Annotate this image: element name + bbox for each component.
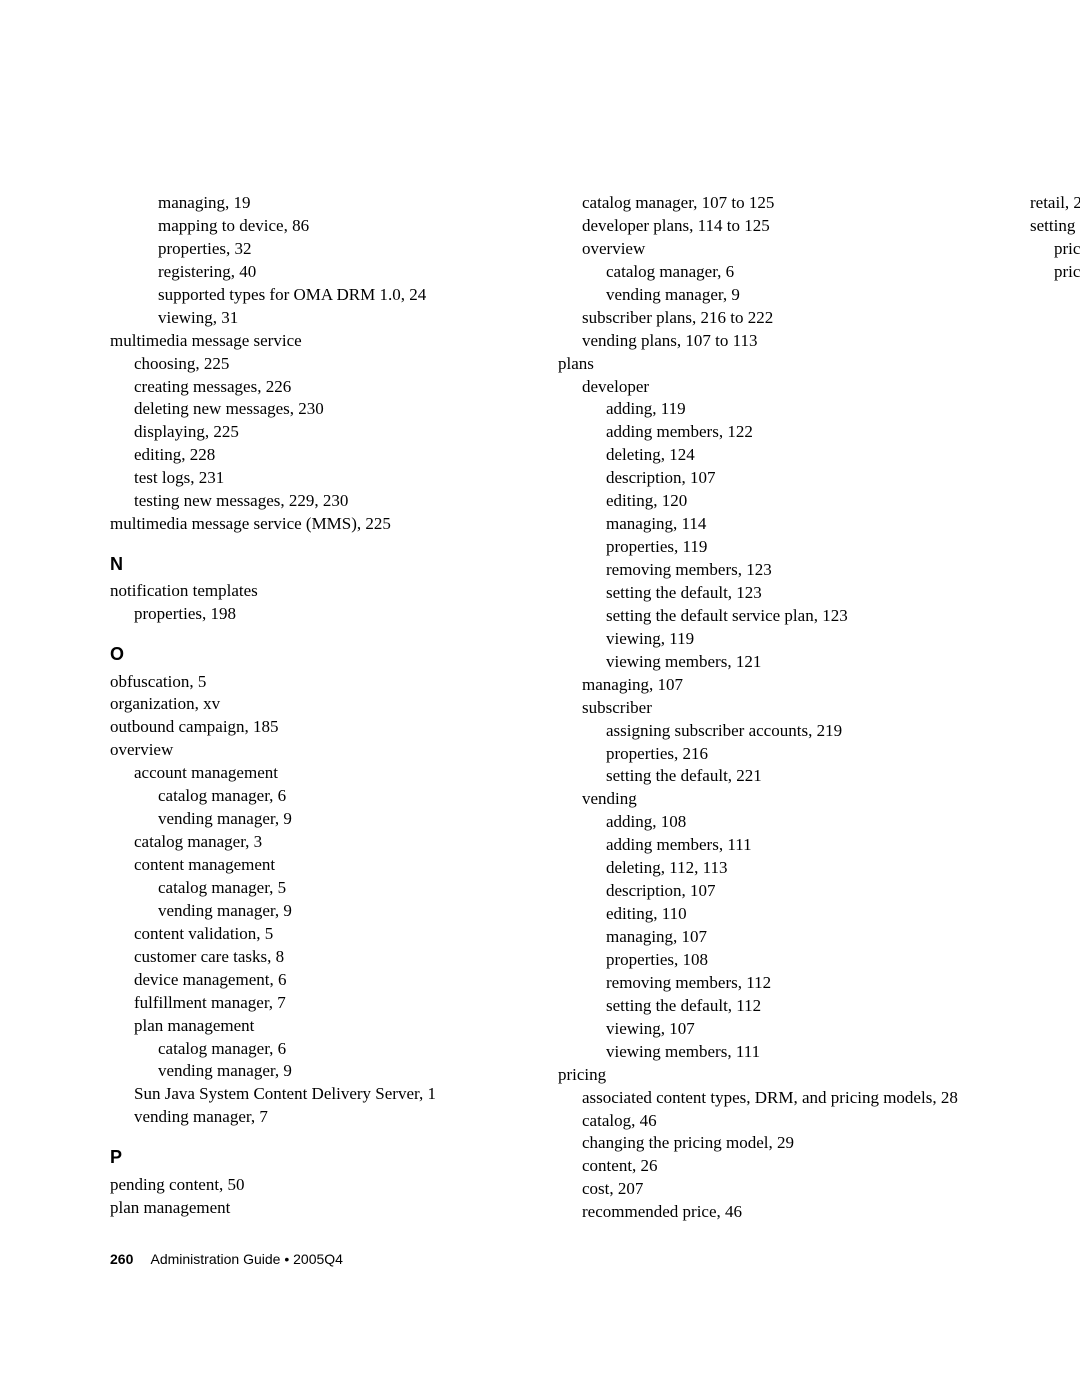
index-entry: editing, 110 — [558, 903, 970, 926]
index-entry: adding members, 111 — [558, 834, 970, 857]
index-entry: managing, 114 — [558, 513, 970, 536]
index-entry: description, 107 — [558, 467, 970, 490]
index-columns: managing, 19mapping to device, 86propert… — [110, 192, 970, 1228]
index-entry: setting the default, 221 — [558, 765, 970, 788]
index-entry: associated content types, DRM, and prici… — [558, 1087, 970, 1110]
index-entry: changing the pricing model, 29 — [558, 1132, 970, 1155]
index-entry: price per category for stocked content, … — [1006, 261, 1080, 284]
index-entry: viewing, 31 — [110, 307, 522, 330]
index-entry: obfuscation, 5 — [110, 671, 522, 694]
index-entry: content validation, 5 — [110, 923, 522, 946]
index-entry: vending — [558, 788, 970, 811]
index-entry: setting the default service plan, 123 — [558, 605, 970, 628]
index-entry: plan management — [110, 1197, 522, 1220]
index-entry: overview — [558, 238, 970, 261]
index-entry: deleting new messages, 230 — [110, 398, 522, 421]
index-entry: viewing members, 111 — [558, 1041, 970, 1064]
index-entry: properties, 108 — [558, 949, 970, 972]
index-entry: content, 26 — [558, 1155, 970, 1178]
index-entry: deleting, 124 — [558, 444, 970, 467]
index-entry: setting the default, 112 — [558, 995, 970, 1018]
index-entry: managing, 19 — [110, 192, 522, 215]
index-entry: setting the default, 123 — [558, 582, 970, 605]
index-entry: vending manager, 9 — [110, 808, 522, 831]
index-entry: vending manager, 9 — [110, 1060, 522, 1083]
index-section-heading: O — [110, 642, 522, 666]
index-entry: Sun Java System Content Delivery Server,… — [110, 1083, 522, 1106]
index-entry: creating messages, 226 — [110, 376, 522, 399]
index-entry: testing new messages, 229, 230 — [110, 490, 522, 513]
index-entry: vending manager, 9 — [110, 900, 522, 923]
index-section-heading: N — [110, 552, 522, 576]
index-entry: price per category for published content… — [1006, 238, 1080, 261]
index-entry: organization, xv — [110, 693, 522, 716]
index-entry: subscriber — [558, 697, 970, 720]
index-entry: catalog manager, 6 — [558, 261, 970, 284]
index-entry: setting — [1006, 215, 1080, 238]
index-entry: viewing, 119 — [558, 628, 970, 651]
index-section-heading: P — [110, 1145, 522, 1169]
index-entry: subscriber plans, 216 to 222 — [558, 307, 970, 330]
index-entry: catalog manager, 107 to 125 — [558, 192, 970, 215]
index-entry: recommended price, 46 — [558, 1201, 970, 1224]
index-entry: adding members, 122 — [558, 421, 970, 444]
index-entry: properties, 216 — [558, 743, 970, 766]
index-entry: content management — [110, 854, 522, 877]
index-entry: developer — [558, 376, 970, 399]
index-entry: developer plans, 114 to 125 — [558, 215, 970, 238]
index-entry: managing, 107 — [558, 674, 970, 697]
index-entry: device management, 6 — [110, 969, 522, 992]
index-entry: removing members, 123 — [558, 559, 970, 582]
index-entry: cost, 207 — [558, 1178, 970, 1201]
index-entry: properties, 119 — [558, 536, 970, 559]
index-entry: fulfillment manager, 7 — [110, 992, 522, 1015]
index-entry: deleting, 112, 113 — [558, 857, 970, 880]
index-entry: overview — [110, 739, 522, 762]
page-number: 260 — [110, 1251, 133, 1267]
index-entry: editing, 120 — [558, 490, 970, 513]
page-footer: 260 Administration Guide • 2005Q4 — [110, 1250, 343, 1269]
index-entry: properties, 32 — [110, 238, 522, 261]
index-entry: catalog manager, 6 — [110, 785, 522, 808]
index-page: managing, 19mapping to device, 86propert… — [0, 0, 1080, 1397]
index-entry: outbound campaign, 185 — [110, 716, 522, 739]
index-entry: plan management — [110, 1015, 522, 1038]
index-entry: editing, 228 — [110, 444, 522, 467]
index-entry: account management — [110, 762, 522, 785]
index-entry: customer care tasks, 8 — [110, 946, 522, 969]
index-entry: adding, 108 — [558, 811, 970, 834]
index-entry: viewing members, 121 — [558, 651, 970, 674]
index-entry: pricing — [558, 1064, 970, 1087]
footer-text: Administration Guide • 2005Q4 — [150, 1251, 342, 1267]
index-entry: plans — [558, 353, 970, 376]
index-entry: registering, 40 — [110, 261, 522, 284]
index-entry: multimedia message service — [110, 330, 522, 353]
index-entry: catalog manager, 3 — [110, 831, 522, 854]
index-entry: test logs, 231 — [110, 467, 522, 490]
index-entry: displaying, 225 — [110, 421, 522, 444]
index-entry: assigning subscriber accounts, 219 — [558, 720, 970, 743]
index-entry: catalog, 46 — [558, 1110, 970, 1133]
index-entry: supported types for OMA DRM 1.0, 24 — [110, 284, 522, 307]
index-entry: vending plans, 107 to 113 — [558, 330, 970, 353]
index-entry: properties, 198 — [110, 603, 522, 626]
index-entry: removing members, 112 — [558, 972, 970, 995]
index-entry: catalog manager, 5 — [110, 877, 522, 900]
index-entry: mapping to device, 86 — [110, 215, 522, 238]
index-entry: managing, 107 — [558, 926, 970, 949]
index-entry: viewing, 107 — [558, 1018, 970, 1041]
index-entry: notification templates — [110, 580, 522, 603]
index-entry: pending content, 50 — [110, 1174, 522, 1197]
index-entry: catalog manager, 6 — [110, 1038, 522, 1061]
index-entry: vending manager, 9 — [558, 284, 970, 307]
index-entry: retail, 207 — [1006, 192, 1080, 215]
index-entry: description, 107 — [558, 880, 970, 903]
index-entry: multimedia message service (MMS), 225 — [110, 513, 522, 536]
index-entry: choosing, 225 — [110, 353, 522, 376]
index-entry: vending manager, 7 — [110, 1106, 522, 1129]
index-entry: adding, 119 — [558, 398, 970, 421]
